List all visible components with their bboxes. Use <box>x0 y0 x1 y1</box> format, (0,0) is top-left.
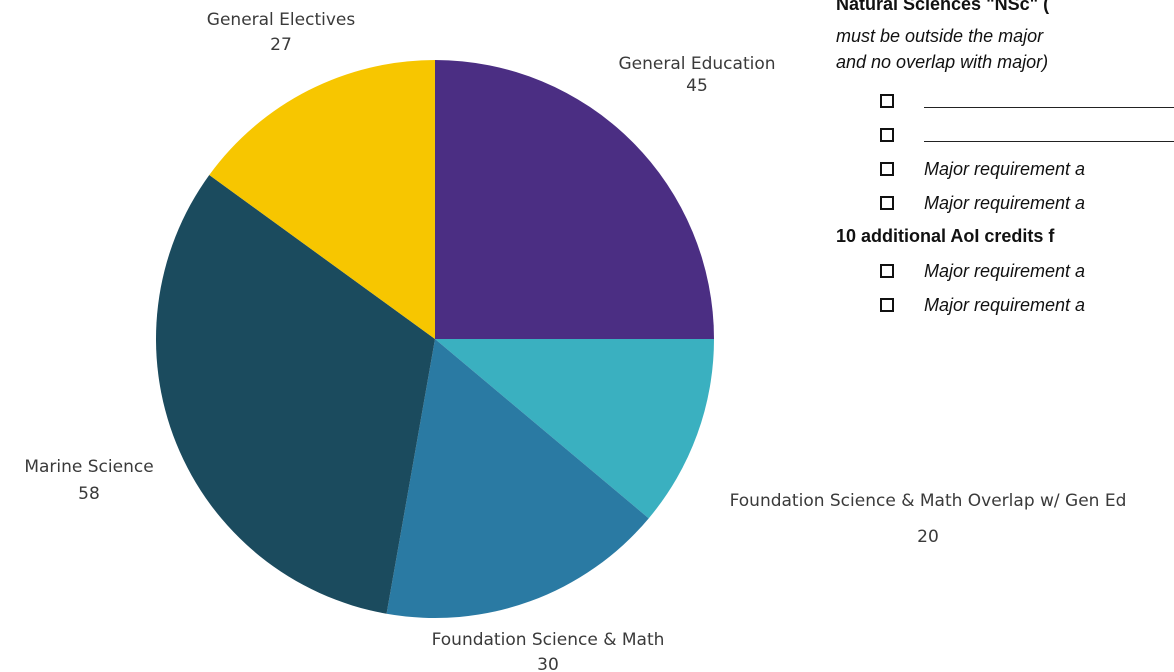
value-foundation-overlap: 20 <box>917 527 939 547</box>
major-requirement-text: Major requirement a <box>924 158 1086 179</box>
checkbox-icon[interactable] <box>880 128 894 142</box>
label-general-electives: General Electives <box>207 10 356 30</box>
value-marine-science: 58 <box>78 484 100 504</box>
pie-slice-foundation-science-math <box>386 339 649 619</box>
checkbox-icon[interactable] <box>880 196 894 210</box>
value-general-electives: 27 <box>270 35 292 55</box>
no-overlap-note: and no overlap with major) <box>836 52 1049 72</box>
value-general-education: 45 <box>686 76 708 96</box>
major-requirement-text: Major requirement a <box>924 192 1086 213</box>
pie-slice-general-electives <box>209 60 435 339</box>
checklist-item-blank <box>880 124 1174 146</box>
label-general-education: General Education <box>618 54 775 74</box>
blank-line <box>924 129 1174 142</box>
checkbox-icon[interactable] <box>880 264 894 278</box>
major-requirement-text: Major requirement a <box>924 294 1086 315</box>
checklist-item-blank <box>880 90 1174 112</box>
checklist-item: Major requirement a <box>880 158 1085 180</box>
pie-slices <box>155 60 714 619</box>
blank-line <box>924 95 1174 108</box>
outside-major-note: must be outside the major <box>836 26 1044 46</box>
additional-aoi-heading: 10 additional AoI credits f <box>836 226 1055 246</box>
checklist-item: Major requirement a <box>880 294 1085 316</box>
document-excerpt: Natural Sciences "NSc" ( must be outside… <box>818 0 1174 672</box>
pie-labels: General Education 45 Foundation Science … <box>24 10 1126 672</box>
natural-sciences-heading: Natural Sciences "NSc" ( <box>836 0 1050 14</box>
checklist-item: Major requirement a <box>880 192 1085 214</box>
checklist-item: Major requirement a <box>880 260 1085 282</box>
checkbox-icon[interactable] <box>880 94 894 108</box>
pie-slice-general-education <box>435 60 714 339</box>
major-requirement-text: Major requirement a <box>924 260 1086 281</box>
pie-slice-marine-science <box>155 175 435 614</box>
label-marine-science: Marine Science <box>24 457 153 477</box>
checkbox-icon[interactable] <box>880 298 894 312</box>
pie-slice-foundation-science-math-overlap-w-gen-ed <box>435 339 714 519</box>
value-foundation-science-math: 30 <box>537 655 559 672</box>
label-foundation-science-math: Foundation Science & Math <box>432 630 665 650</box>
checkbox-icon[interactable] <box>880 162 894 176</box>
label-foundation-overlap: Foundation Science & Math Overlap w/ Gen… <box>730 491 1127 511</box>
